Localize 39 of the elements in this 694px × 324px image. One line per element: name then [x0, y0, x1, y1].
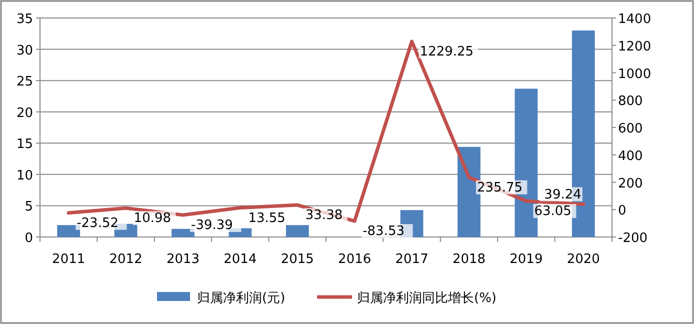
- ytick: 25: [16, 74, 33, 90]
- data-label: -83.53: [362, 224, 405, 240]
- data-label: -39.39: [191, 218, 233, 234]
- xtick: 2020: [566, 252, 600, 267]
- data-label: 1229.25: [420, 44, 474, 60]
- ytick: 35: [16, 12, 33, 27]
- legend-label: 归属净利润(元): [197, 291, 286, 306]
- data-label: 63.05: [534, 204, 572, 219]
- y2tick: 1000: [618, 66, 652, 82]
- y2tick: 1400: [618, 12, 652, 27]
- y2tick: 800: [618, 94, 643, 110]
- y2tick: -200: [618, 231, 648, 246]
- y2tick: 600: [618, 122, 643, 136]
- data-label: -23.52: [76, 216, 119, 231]
- ytick: 5: [24, 200, 33, 215]
- xtick: 2011: [52, 252, 86, 267]
- y2tick: 200: [618, 176, 643, 192]
- xtick: 2019: [510, 252, 543, 267]
- y2tick: 0: [618, 204, 626, 219]
- xtick: 2017: [395, 252, 428, 267]
- xtick: 2013: [166, 252, 200, 267]
- xtick: 2015: [280, 252, 314, 267]
- ytick: 20: [16, 106, 33, 121]
- data-label: 10.98: [134, 211, 172, 226]
- xtick: 2016: [338, 252, 372, 267]
- legend-label: 归属净利润同比增长(%): [357, 291, 496, 306]
- ytick: 10: [16, 168, 33, 184]
- y2tick: 1200: [618, 39, 652, 54]
- y2tick: 400: [618, 148, 643, 164]
- data-label: 39.24: [544, 187, 582, 202]
- xtick: 2012: [109, 252, 142, 267]
- data-label: 13.55: [248, 210, 286, 226]
- data-label: 235.75: [477, 180, 522, 196]
- data-label: 33.38: [305, 208, 343, 224]
- xtick: 2014: [224, 252, 257, 267]
- ytick: 15: [16, 137, 33, 152]
- ytick: 0: [24, 231, 33, 246]
- ytick: 30: [16, 43, 33, 58]
- xtick: 2018: [452, 252, 486, 267]
